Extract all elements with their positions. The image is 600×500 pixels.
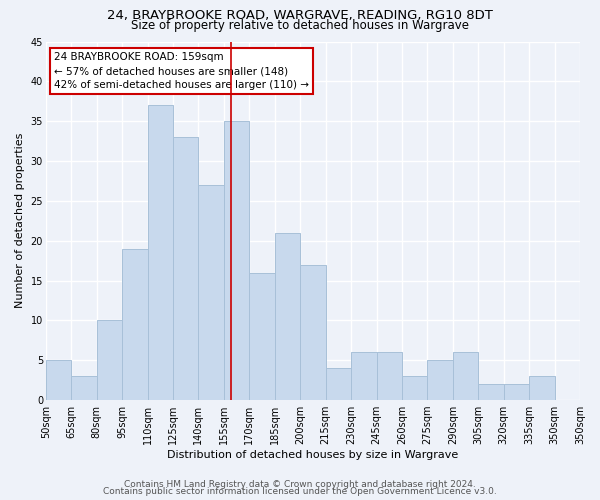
Text: Size of property relative to detached houses in Wargrave: Size of property relative to detached ho…	[131, 19, 469, 32]
Bar	[503, 384, 529, 400]
Bar	[427, 360, 453, 400]
X-axis label: Distribution of detached houses by size in Wargrave: Distribution of detached houses by size …	[167, 450, 458, 460]
Y-axis label: Number of detached properties: Number of detached properties	[15, 133, 25, 308]
Bar	[402, 376, 427, 400]
Text: Contains HM Land Registry data © Crown copyright and database right 2024.: Contains HM Land Registry data © Crown c…	[124, 480, 476, 489]
Bar	[71, 376, 97, 400]
Bar	[275, 232, 300, 400]
Bar	[351, 352, 377, 400]
Bar	[224, 121, 250, 400]
Bar	[250, 272, 275, 400]
Text: Contains public sector information licensed under the Open Government Licence v3: Contains public sector information licen…	[103, 487, 497, 496]
Bar	[148, 105, 173, 400]
Bar	[377, 352, 402, 400]
Bar	[478, 384, 503, 400]
Bar	[97, 320, 122, 400]
Bar	[173, 137, 199, 400]
Bar	[46, 360, 71, 400]
Text: 24 BRAYBROOKE ROAD: 159sqm
← 57% of detached houses are smaller (148)
42% of sem: 24 BRAYBROOKE ROAD: 159sqm ← 57% of deta…	[54, 52, 309, 90]
Bar	[326, 368, 351, 400]
Bar	[199, 185, 224, 400]
Bar	[300, 264, 326, 400]
Bar	[122, 248, 148, 400]
Bar	[453, 352, 478, 400]
Bar	[529, 376, 554, 400]
Text: 24, BRAYBROOKE ROAD, WARGRAVE, READING, RG10 8DT: 24, BRAYBROOKE ROAD, WARGRAVE, READING, …	[107, 9, 493, 22]
